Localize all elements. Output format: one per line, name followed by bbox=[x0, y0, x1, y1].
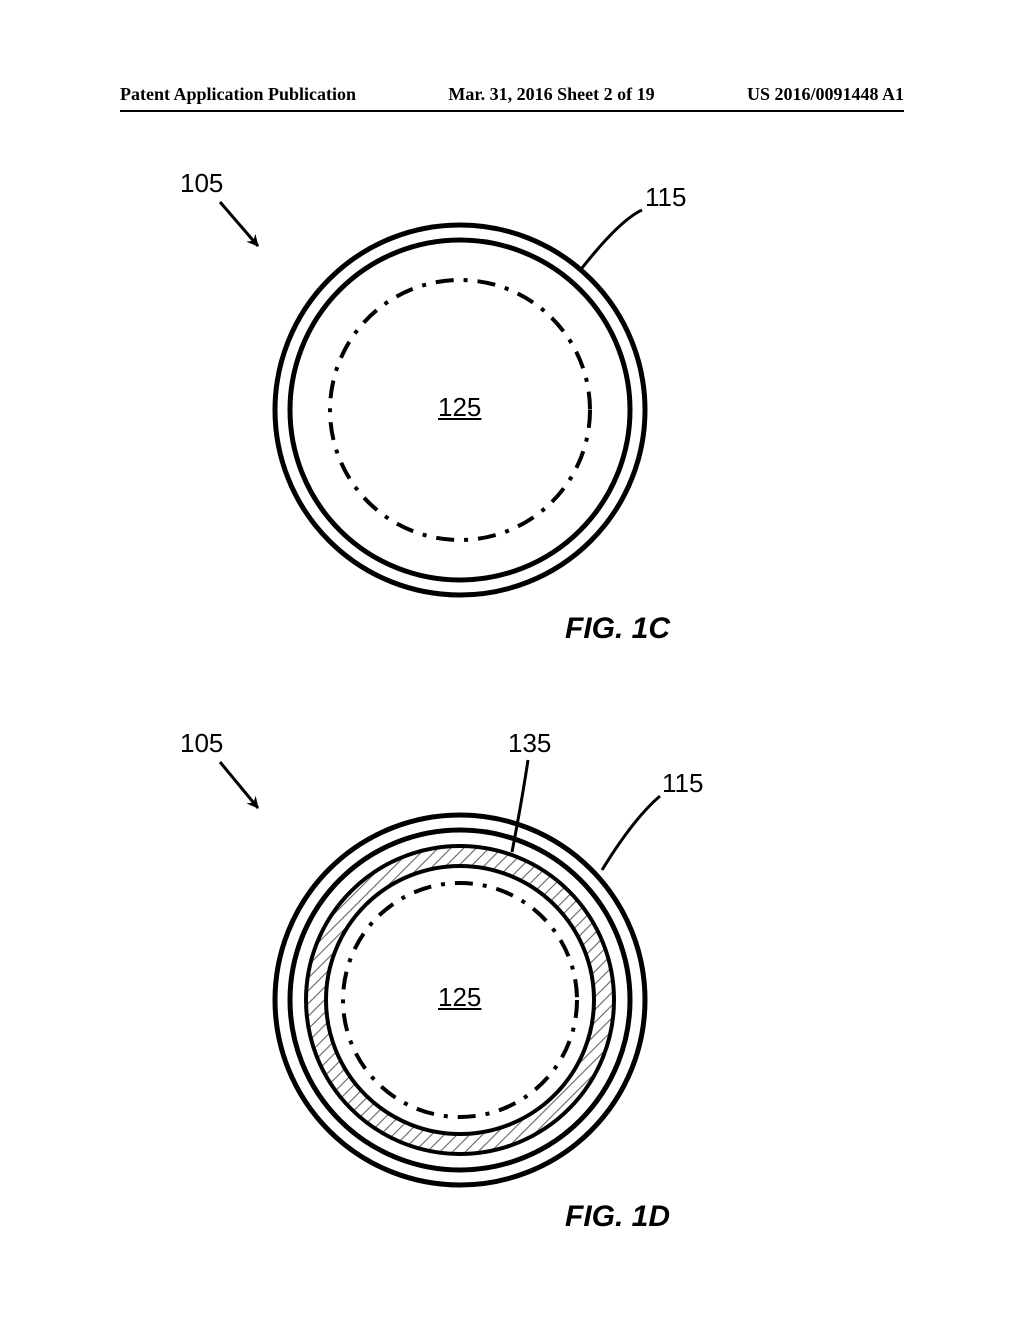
leader-115 bbox=[582, 210, 642, 268]
figure-1c-svg bbox=[0, 150, 1024, 660]
figure-1d-svg bbox=[0, 700, 1024, 1260]
label-105: 105 bbox=[180, 168, 223, 199]
header-right: US 2016/0091448 A1 bbox=[747, 84, 904, 105]
figure-1d: 105 135 115 125 FIG. 1D bbox=[0, 700, 1024, 1260]
label-125: 125 bbox=[438, 392, 481, 423]
label-115: 115 bbox=[662, 768, 703, 799]
header-rule bbox=[120, 110, 904, 112]
caption-1d: FIG. 1D bbox=[565, 1200, 670, 1234]
label-125: 125 bbox=[438, 982, 481, 1013]
leader-105 bbox=[220, 202, 258, 246]
caption-1c: FIG. 1C bbox=[565, 612, 670, 646]
figure-1c: 105 115 125 FIG. 1C bbox=[0, 150, 1024, 660]
label-105: 105 bbox=[180, 728, 223, 759]
header-center: Mar. 31, 2016 Sheet 2 of 19 bbox=[448, 84, 654, 105]
leader-105 bbox=[220, 762, 258, 808]
page-header: Patent Application Publication Mar. 31, … bbox=[120, 84, 904, 105]
header-left: Patent Application Publication bbox=[120, 84, 356, 105]
page: Patent Application Publication Mar. 31, … bbox=[0, 0, 1024, 1320]
label-135: 135 bbox=[508, 728, 551, 759]
label-115: 115 bbox=[645, 182, 686, 213]
